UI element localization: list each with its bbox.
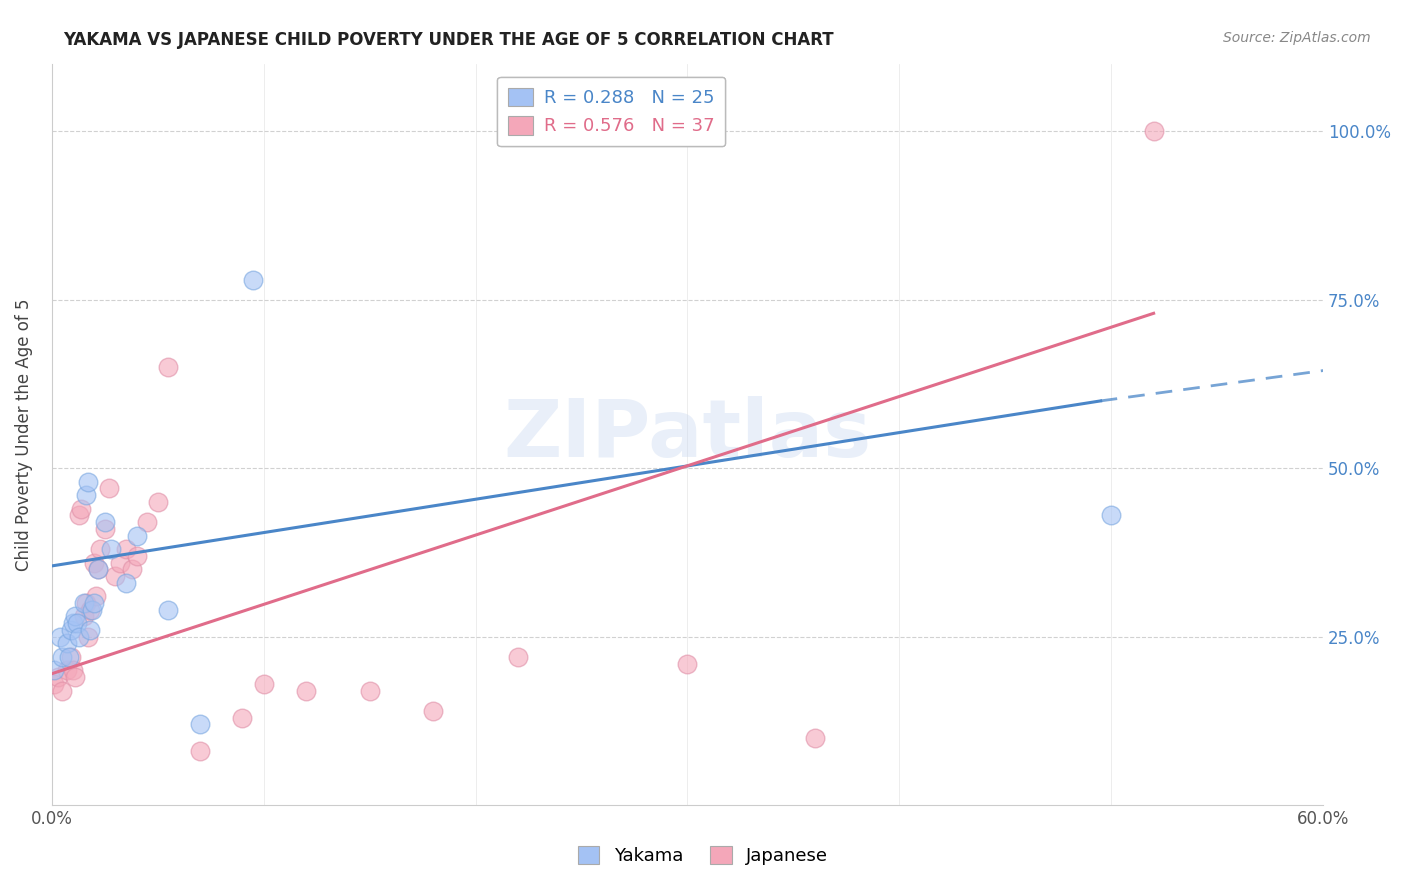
- Point: [242, 272, 264, 286]
- Point: [76, 475, 98, 489]
- Point: [42, 664, 65, 678]
- Point: [121, 562, 143, 576]
- Point: [93, 522, 115, 536]
- Point: [100, 542, 122, 557]
- Point: [84, 589, 107, 603]
- Point: [157, 603, 180, 617]
- Point: [295, 683, 318, 698]
- Point: [55, 664, 77, 678]
- Point: [188, 744, 211, 758]
- Point: [62, 616, 84, 631]
- Point: [83, 556, 105, 570]
- Point: [51, 683, 73, 698]
- Point: [49, 630, 72, 644]
- Point: [72, 609, 94, 624]
- Legend: Yakama, Japanese: Yakama, Japanese: [571, 838, 835, 872]
- Point: [136, 515, 159, 529]
- Point: [70, 501, 93, 516]
- Point: [87, 562, 110, 576]
- Point: [67, 630, 90, 644]
- Point: [59, 623, 82, 637]
- Point: [75, 596, 97, 610]
- Point: [108, 556, 131, 570]
- Point: [63, 609, 86, 624]
- Point: [359, 683, 381, 698]
- Point: [253, 677, 276, 691]
- Point: [51, 649, 73, 664]
- Text: Source: ZipAtlas.com: Source: ZipAtlas.com: [1223, 31, 1371, 45]
- Point: [58, 649, 80, 664]
- Point: [803, 731, 825, 745]
- Point: [89, 542, 111, 557]
- Point: [87, 562, 110, 576]
- Point: [146, 495, 169, 509]
- Point: [115, 542, 138, 557]
- Legend: R = 0.288   N = 25, R = 0.576   N = 37: R = 0.288 N = 25, R = 0.576 N = 37: [496, 77, 725, 146]
- Point: [125, 528, 148, 542]
- Point: [46, 670, 69, 684]
- Point: [55, 636, 77, 650]
- Point: [1099, 508, 1122, 523]
- Point: [80, 603, 103, 617]
- Point: [62, 664, 84, 678]
- Point: [676, 657, 699, 671]
- Point: [75, 488, 97, 502]
- Point: [97, 482, 120, 496]
- Point: [42, 677, 65, 691]
- Point: [59, 649, 82, 664]
- Point: [93, 515, 115, 529]
- Point: [422, 704, 444, 718]
- Point: [66, 616, 89, 631]
- Point: [79, 623, 101, 637]
- Point: [67, 508, 90, 523]
- Point: [83, 596, 105, 610]
- Point: [63, 670, 86, 684]
- Point: [104, 569, 127, 583]
- Text: ZIPatlas: ZIPatlas: [503, 395, 872, 474]
- Point: [157, 360, 180, 375]
- Point: [115, 575, 138, 590]
- Y-axis label: Child Poverty Under the Age of 5: Child Poverty Under the Age of 5: [15, 298, 32, 571]
- Text: YAKAMA VS JAPANESE CHILD POVERTY UNDER THE AGE OF 5 CORRELATION CHART: YAKAMA VS JAPANESE CHILD POVERTY UNDER T…: [63, 31, 834, 49]
- Point: [188, 717, 211, 731]
- Point: [79, 603, 101, 617]
- Point: [231, 710, 253, 724]
- Point: [76, 630, 98, 644]
- Point: [506, 649, 529, 664]
- Point: [1142, 124, 1164, 138]
- Point: [125, 549, 148, 563]
- Point: [72, 596, 94, 610]
